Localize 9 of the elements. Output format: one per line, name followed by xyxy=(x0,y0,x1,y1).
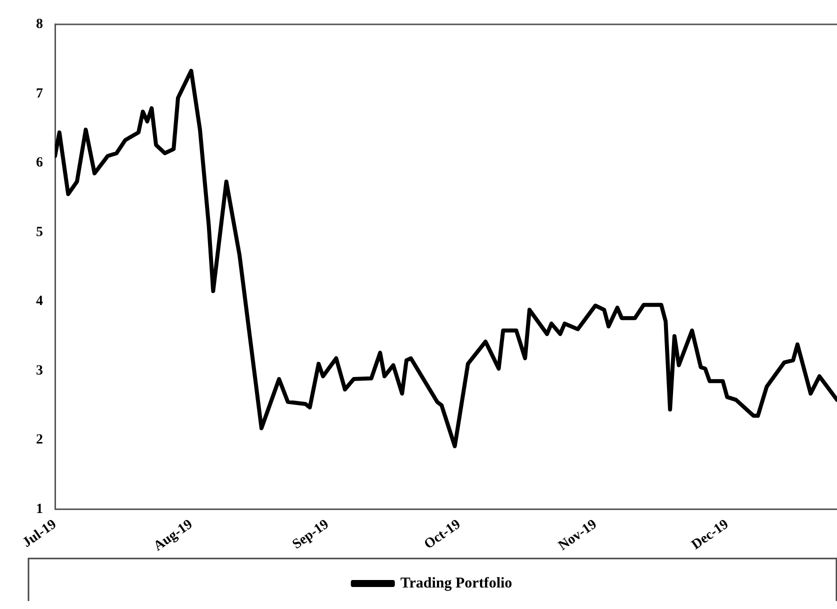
y-tick-label: 7 xyxy=(36,86,43,102)
legend-label: Trading Portfolio xyxy=(400,575,512,592)
y-tick-label: 4 xyxy=(36,294,43,310)
y-tick-label: 6 xyxy=(36,156,43,171)
y-tick-label: 2 xyxy=(36,432,43,448)
y-tick-label: 3 xyxy=(36,363,43,378)
y-tick-label: 8 xyxy=(36,17,43,32)
y-tick-label: 5 xyxy=(36,224,43,240)
y-tick-label: 1 xyxy=(36,502,43,517)
